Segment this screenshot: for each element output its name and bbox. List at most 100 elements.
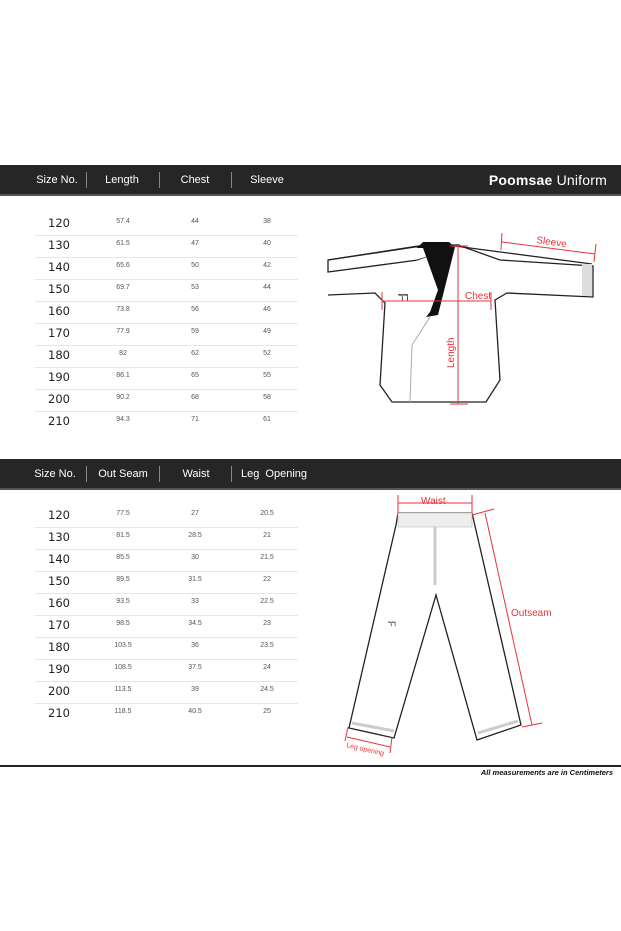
collar — [417, 242, 455, 317]
waistband — [397, 512, 473, 528]
size-cell: 210 — [48, 414, 70, 428]
size-cell: 130 — [48, 530, 70, 544]
value-cell: 31.5 — [188, 576, 202, 583]
value-cell: 61.5 — [116, 240, 130, 247]
size-cell: 140 — [48, 260, 70, 274]
value-cell: 23.5 — [260, 642, 274, 649]
size-cell: 180 — [48, 640, 70, 654]
chest-label: Chest — [465, 291, 491, 302]
value-cell: 25 — [263, 708, 271, 715]
divider — [159, 466, 160, 482]
table-row: 160 73.8 56 46 — [35, 302, 298, 324]
table-row: 200 113.5 39 24.5 — [35, 682, 298, 704]
table-row: 190 108.5 37.5 24 — [35, 660, 298, 682]
table-row: 150 69.7 53 44 — [35, 280, 298, 302]
value-cell: 30 — [191, 554, 199, 561]
sleeve-label: Sleeve — [536, 235, 568, 250]
table-row: 140 65.6 50 42 — [35, 258, 298, 280]
title-bold: Poomsae — [488, 172, 553, 188]
header-size: Size No. — [36, 174, 78, 186]
value-cell: 58 — [263, 394, 271, 401]
value-cell: 22.5 — [260, 598, 274, 605]
value-cell: 61 — [263, 416, 271, 423]
value-cell: 81.5 — [116, 532, 130, 539]
header-leg-opening: Leg Opening — [240, 468, 308, 480]
size-cell: 120 — [48, 216, 70, 230]
table-row: 150 89.5 31.5 22 — [35, 572, 298, 594]
value-cell: 53 — [191, 284, 199, 291]
value-cell: 36 — [191, 642, 199, 649]
title-rest: Uniform — [556, 172, 607, 188]
table-row: 210 94.3 71 61 — [35, 412, 298, 433]
value-cell: 56 — [191, 306, 199, 313]
size-cell: 200 — [48, 684, 70, 698]
value-cell: 108.5 — [114, 664, 132, 671]
logo-icon: ℸℸ — [388, 621, 396, 628]
footer-note: All measurements are in Centimeters — [480, 768, 613, 777]
value-cell: 28.5 — [188, 532, 202, 539]
jacket-size-table: 120 57.4 44 38 130 61.5 47 40 140 65.6 50 42 150 69.7… — [35, 214, 298, 433]
table-row: 160 93.5 33 22.5 — [35, 594, 298, 616]
value-cell: 44 — [263, 284, 271, 291]
outseam-label: Outseam — [511, 608, 552, 619]
value-cell: 65.6 — [116, 262, 130, 269]
size-cell: 140 — [48, 552, 70, 566]
jacket-diagram: ℸℸ Chest Length Sleeve — [327, 232, 597, 405]
table-row: 130 81.5 28.5 21 — [35, 528, 298, 550]
value-cell: 113.5 — [114, 686, 132, 693]
value-cell: 118.5 — [114, 708, 132, 715]
size-cell: 150 — [48, 574, 70, 588]
value-cell: 33 — [191, 598, 199, 605]
value-cell: 44 — [191, 218, 199, 225]
header-length: Length — [105, 174, 139, 186]
table-row: 170 98.5 34.5 23 — [35, 616, 298, 638]
value-cell: 94.3 — [116, 416, 130, 423]
divider — [231, 466, 232, 482]
pants-size-table: 120 77.5 27 20.5 130 81.5 28.5 21 140 85.5 30 21.5 1… — [35, 506, 298, 725]
size-cell: 130 — [48, 238, 70, 252]
pants-diagram: ℸℸ Waist Outseam Leg opening — [344, 495, 552, 758]
header-sleeve: Sleeve — [250, 174, 284, 186]
pants-header-bar: Size No. Out Seam Waist Leg Opening — [0, 459, 621, 490]
table-row: 140 85.5 30 21.5 — [35, 550, 298, 572]
size-cell: 150 — [48, 282, 70, 296]
value-cell: 50 — [191, 262, 199, 269]
value-cell: 65 — [191, 372, 199, 379]
table-row: 130 61.5 47 40 — [35, 236, 298, 258]
jacket-outline — [327, 244, 594, 403]
value-cell: 85.5 — [116, 554, 130, 561]
size-cell: 200 — [48, 392, 70, 406]
size-cell: 190 — [48, 370, 70, 384]
value-cell: 20.5 — [260, 510, 274, 517]
value-cell: 82 — [119, 350, 127, 357]
table-row: 180 82 62 52 — [35, 346, 298, 368]
divider — [231, 172, 232, 188]
logo-icon: ℸℸ — [398, 293, 408, 302]
value-cell: 49 — [263, 328, 271, 335]
value-cell: 21.5 — [260, 554, 274, 561]
header-chest: Chest — [180, 174, 210, 186]
value-cell: 22 — [263, 576, 271, 583]
table-row: 210 118.5 40.5 25 — [35, 704, 298, 725]
value-cell: 42 — [263, 262, 271, 269]
header-size: Size No. — [34, 468, 76, 480]
divider — [86, 172, 87, 188]
seams — [351, 527, 519, 735]
size-cell: 170 — [48, 326, 70, 340]
header-outseam: Out Seam — [98, 468, 148, 480]
value-cell: 24.5 — [260, 686, 274, 693]
table-row: 190 86.1 65 55 — [35, 368, 298, 390]
measure-lines — [381, 232, 597, 405]
table-row: 180 103.5 36 23.5 — [35, 638, 298, 660]
value-cell: 86.1 — [116, 372, 130, 379]
value-cell: 73.8 — [116, 306, 130, 313]
measure-lines — [344, 495, 543, 754]
table-row: 170 77.9 59 49 — [35, 324, 298, 346]
value-cell: 52 — [263, 350, 271, 357]
footer-divider — [0, 765, 621, 767]
value-cell: 90.2 — [116, 394, 130, 401]
value-cell: 27 — [191, 510, 199, 517]
table-row: 120 57.4 44 38 — [35, 214, 298, 236]
value-cell: 39 — [191, 686, 199, 693]
value-cell: 57.4 — [116, 218, 130, 225]
